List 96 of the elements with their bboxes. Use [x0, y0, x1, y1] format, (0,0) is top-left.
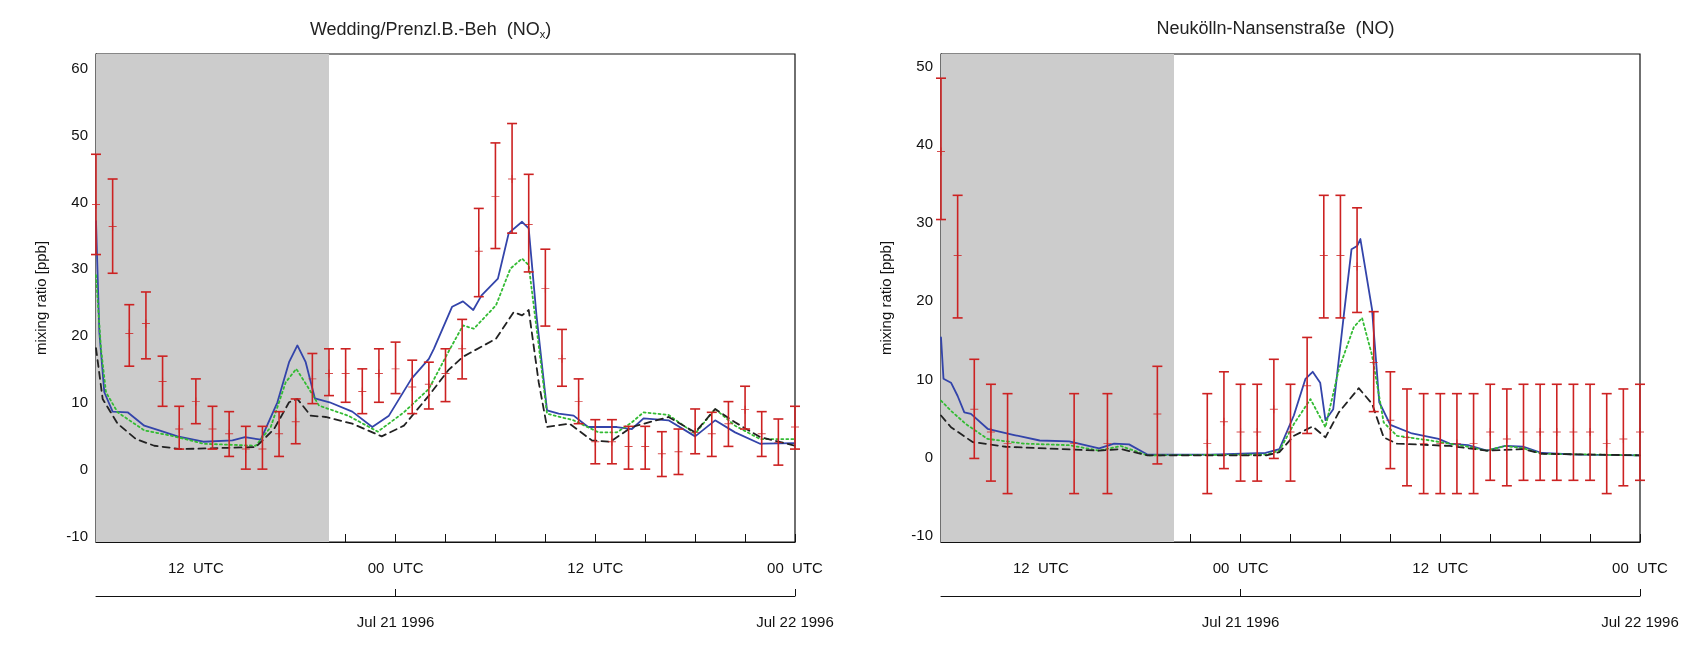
point [970, 405, 979, 414]
x-tick-label: 00 UTC [767, 559, 824, 576]
point [691, 428, 700, 437]
x-tick-label: 00 UTC [1212, 559, 1269, 576]
y-tick-label: 20 [71, 326, 88, 344]
point [241, 445, 250, 454]
point [408, 382, 417, 391]
point [1419, 439, 1428, 448]
y-tick-label: 40 [71, 192, 88, 210]
point [1502, 434, 1511, 443]
point [391, 364, 400, 373]
point [524, 220, 533, 229]
point [607, 437, 616, 446]
y-tick-label: 0 [79, 459, 88, 477]
x2-tick-label: Jul 22 1996 [1601, 613, 1679, 630]
point [374, 369, 383, 378]
y-tick-label: 30 [916, 213, 933, 231]
x2-tick-label: Jul 21 1996 [1201, 613, 1280, 630]
y-tick-label: -10 [911, 525, 933, 543]
point [1436, 439, 1445, 448]
x-tick-label: 12 UTC [1412, 559, 1469, 576]
point [707, 429, 716, 438]
point [1386, 416, 1395, 425]
y-tick-label: 50 [71, 125, 88, 143]
point [591, 437, 600, 446]
point [1203, 439, 1212, 448]
point [1536, 427, 1545, 436]
point [258, 445, 267, 454]
y-tick-label: 0 [924, 447, 933, 465]
point [1569, 427, 1578, 436]
line-series [95, 309, 796, 450]
point [458, 344, 467, 353]
point [1153, 409, 1162, 418]
x-tick-label: 00 UTC [367, 559, 424, 576]
y-axis-title: mixing ratio [ppb] [32, 240, 49, 356]
x2-tick-label: Jul 21 1996 [356, 613, 435, 630]
y-tick-label: 10 [916, 369, 933, 387]
point [1319, 251, 1328, 260]
point [1552, 427, 1561, 436]
y-tick-label: 60 [71, 58, 88, 76]
point [1236, 427, 1245, 436]
point [308, 374, 317, 383]
point [774, 438, 783, 447]
point [1219, 417, 1228, 426]
point [541, 284, 550, 293]
y-tick-label: -10 [66, 526, 88, 544]
point [1452, 439, 1461, 448]
point [986, 427, 995, 436]
chart-title: Neukölln-Nansenstraße (NO) [1156, 18, 1395, 38]
y-axis-title: mixing ratio [ppb] [877, 240, 894, 356]
point [491, 192, 500, 201]
y-tick-label: 40 [916, 135, 933, 153]
point [358, 387, 367, 396]
point [141, 319, 150, 328]
point [1602, 439, 1611, 448]
x-tick-label: 12 UTC [1012, 559, 1069, 576]
x-tick-label: 12 UTC [567, 559, 624, 576]
point [1070, 439, 1079, 448]
point [757, 429, 766, 438]
x-tick-label: 12 UTC [167, 559, 224, 576]
point [953, 251, 962, 260]
x2-tick-label: Jul 22 1996 [756, 613, 834, 630]
point [1353, 262, 1362, 271]
y-tick-label: 50 [916, 57, 933, 75]
point [125, 329, 134, 338]
point [1369, 358, 1378, 367]
point [474, 247, 483, 256]
point [1619, 434, 1628, 443]
point [624, 442, 633, 451]
point [108, 222, 117, 231]
point [1586, 427, 1595, 436]
point [741, 405, 750, 414]
y-tick-label: 10 [71, 393, 88, 411]
point [341, 369, 350, 378]
point [724, 419, 733, 428]
point [225, 429, 234, 438]
point [175, 425, 184, 434]
point [1253, 427, 1262, 436]
point [275, 429, 284, 438]
point [657, 449, 666, 458]
y-tick-label: 20 [916, 291, 933, 309]
point [1486, 427, 1495, 436]
point [1303, 381, 1312, 390]
y-tick-label: 30 [71, 259, 88, 277]
x-tick-label: 00 UTC [1612, 559, 1669, 576]
point [191, 397, 200, 406]
point [158, 377, 167, 386]
line-series [95, 257, 796, 447]
point [1269, 405, 1278, 414]
point [574, 397, 583, 406]
line-series [95, 220, 796, 445]
line-series [940, 387, 1641, 457]
point [1336, 251, 1345, 260]
point [424, 380, 433, 389]
point [641, 442, 650, 451]
point [291, 417, 300, 426]
